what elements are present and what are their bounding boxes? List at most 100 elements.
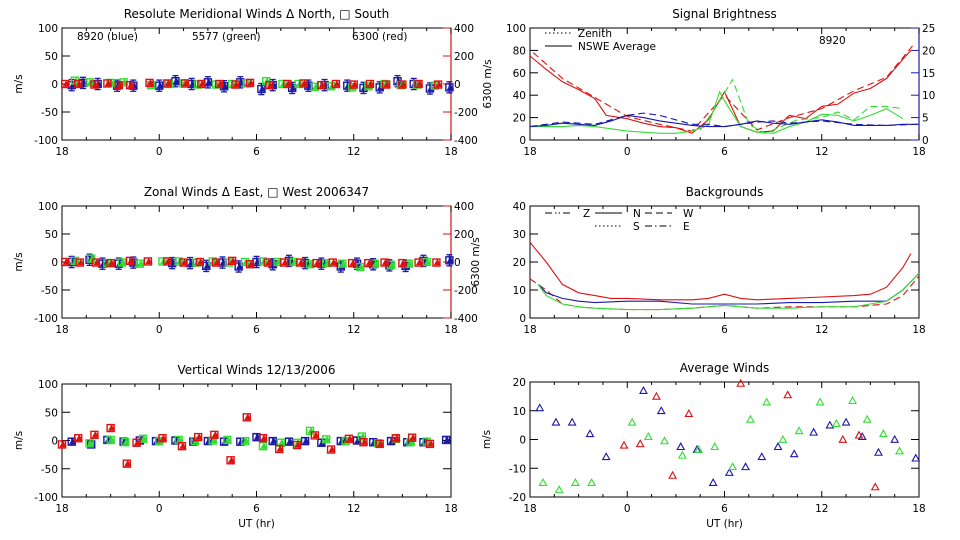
data-point-square <box>265 80 274 90</box>
x-axis-label: UT (hr) <box>706 518 743 530</box>
y-tick-label: 0 <box>519 435 526 447</box>
data-point-square <box>359 437 368 447</box>
right-tick-label: 0 <box>454 79 461 91</box>
right-axis-label: 6300 m/s <box>470 237 482 286</box>
data-point-triangle <box>91 431 100 438</box>
data-point <box>741 462 751 471</box>
y-tick-label: -10 <box>509 463 526 475</box>
series-5577-nswe-average <box>530 90 904 134</box>
series-6300-lower <box>529 275 920 311</box>
y-tick-label: 20 <box>513 113 526 125</box>
data-point-square <box>414 258 423 267</box>
data-point-square <box>300 436 310 446</box>
data-point-square <box>143 257 153 266</box>
chart-title: Signal Brightness <box>672 7 777 21</box>
data-point-triangle <box>159 434 168 441</box>
data-point-square <box>380 258 389 267</box>
x-tick-label: 18 <box>523 146 536 158</box>
data-point <box>694 444 704 453</box>
data-point <box>848 396 857 405</box>
data-point-triangle <box>318 81 326 88</box>
data-point-square <box>177 441 187 451</box>
data-point-square <box>321 435 331 444</box>
data-point-square <box>132 438 141 447</box>
data-point-triangle <box>62 258 70 265</box>
data-point <box>668 470 678 479</box>
x-tick-label: 0 <box>156 146 163 158</box>
x-tick-label: 6 <box>721 146 728 158</box>
series-6300-nswe-average <box>529 50 912 134</box>
y-tick-label: -50 <box>41 107 58 119</box>
data-point-square <box>407 433 417 442</box>
data-point <box>639 385 648 394</box>
data-point <box>710 442 720 451</box>
data-point-triangle <box>236 262 244 270</box>
data-point-square <box>70 256 80 266</box>
data-point-triangle <box>409 433 417 441</box>
data-point-triangle <box>145 257 153 265</box>
data-point-square <box>227 256 237 266</box>
data-point-square <box>331 79 341 89</box>
chart-vertical: Vertical Winds 12/13/2006 -100 -50 0 50 100 18… <box>13 363 458 530</box>
y-tick-label: 60 <box>513 68 526 80</box>
data-point <box>554 485 564 494</box>
x-tick-label: 18 <box>912 503 925 515</box>
y-tick-label: 100 <box>38 201 58 213</box>
data-point-square <box>245 78 255 88</box>
data-point-square <box>90 430 99 440</box>
y-tick-label: 50 <box>45 229 58 241</box>
data-point <box>585 429 595 438</box>
data-point-square <box>234 262 243 271</box>
data-point-square <box>258 441 268 451</box>
data-point-triangle <box>276 445 284 452</box>
x-tick-label: 18 <box>55 503 68 515</box>
data-point-triangle <box>244 413 252 421</box>
data-point-triangle <box>127 81 135 88</box>
data-point-triangle <box>446 83 455 91</box>
data-point-triangle <box>224 436 232 443</box>
right-tick-label: -400 <box>454 313 478 325</box>
data-point-square <box>226 456 235 465</box>
data-point <box>587 477 597 486</box>
data-point-triangle <box>213 258 221 266</box>
data-point-triangle <box>242 437 250 444</box>
data-point-triangle <box>93 258 101 266</box>
chart-title: Resolute Meridional Winds Δ North, □ Sou… <box>124 7 390 21</box>
data-point-square <box>338 259 347 268</box>
data-point-square <box>114 80 123 90</box>
y-tick-label: 0 <box>519 313 526 325</box>
data-point-triangle <box>164 79 173 87</box>
data-point-triangle <box>247 260 255 267</box>
chart-brightness: Signal Brightness05101520250204060801001… <box>506 7 935 158</box>
chart-average: Average Winds -20 -10 0 10 20 18 0 6 12 18 m/s UT (h… <box>481 361 926 530</box>
data-point-triangle <box>146 79 155 86</box>
data-point-square <box>106 435 115 445</box>
x-tick-label: 12 <box>347 146 360 158</box>
chart-title: Average Winds <box>680 361 770 375</box>
data-point-triangle <box>247 79 255 86</box>
data-point-triangle <box>415 80 424 87</box>
data-point-triangle <box>407 438 416 445</box>
x-tick-label: 12 <box>347 503 360 515</box>
y-tick-label: 50 <box>45 407 58 419</box>
data-point-triangle <box>227 456 236 464</box>
right-tick-label: 10 <box>922 90 935 102</box>
x-tick-label: 18 <box>55 324 68 336</box>
y-tick-label: 20 <box>513 257 526 269</box>
series-8920-zenith <box>529 112 920 128</box>
legend-entry: 6300 (red) <box>352 31 407 43</box>
data-point <box>551 417 561 426</box>
data-point-square <box>344 434 354 444</box>
data-point-square <box>432 258 441 267</box>
data-point-triangle <box>197 258 205 265</box>
data-point-triangle <box>107 424 116 431</box>
data-point-triangle <box>323 435 331 443</box>
data-point-square <box>90 80 99 89</box>
data-point-triangle <box>75 80 83 87</box>
y-tick-label: 40 <box>513 90 526 102</box>
data-point <box>874 447 883 456</box>
data-point-triangle <box>210 436 218 444</box>
data-point-triangle <box>351 80 359 88</box>
data-point-square <box>357 432 367 441</box>
series-6300-upper <box>529 242 912 301</box>
